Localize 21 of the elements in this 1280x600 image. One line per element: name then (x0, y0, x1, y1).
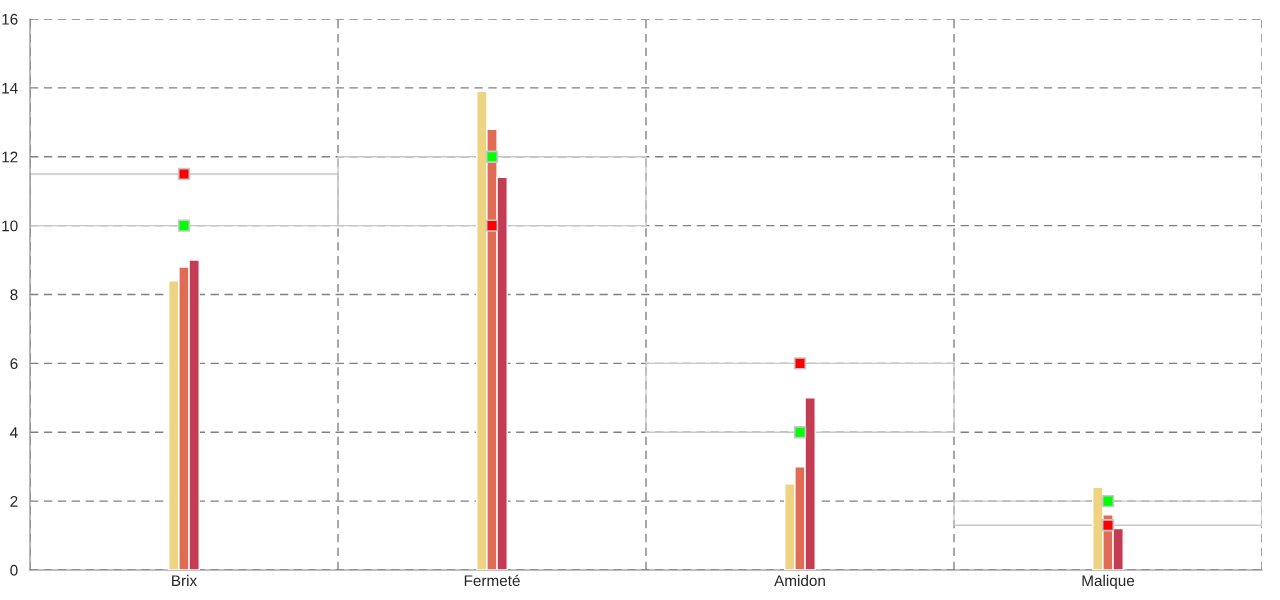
point (485, 219, 499, 232)
x-tick-label: Brix (172, 574, 197, 586)
point (177, 219, 191, 232)
y-tick-label: 10 (2, 220, 18, 232)
point (177, 167, 191, 181)
point (793, 426, 807, 439)
point (1101, 494, 1115, 508)
y-tick-label: 14 (2, 82, 18, 94)
point (485, 150, 499, 163)
y-tick-label: 0 (10, 564, 18, 576)
x-tick-label: Malique (1082, 574, 1135, 590)
y-tick-label: 16 (2, 13, 18, 25)
point (1101, 519, 1115, 532)
point (793, 357, 807, 370)
y-tick-label: 4 (10, 427, 18, 438)
y-tick-label: 12 (2, 151, 18, 163)
x-tick-label: Fermeté (464, 574, 520, 587)
y-tick-label: 8 (10, 289, 18, 301)
y-tick-label: 6 (10, 358, 18, 370)
y-tick-label: 2 (10, 495, 18, 507)
x-tick-label: Amidon (774, 574, 825, 587)
